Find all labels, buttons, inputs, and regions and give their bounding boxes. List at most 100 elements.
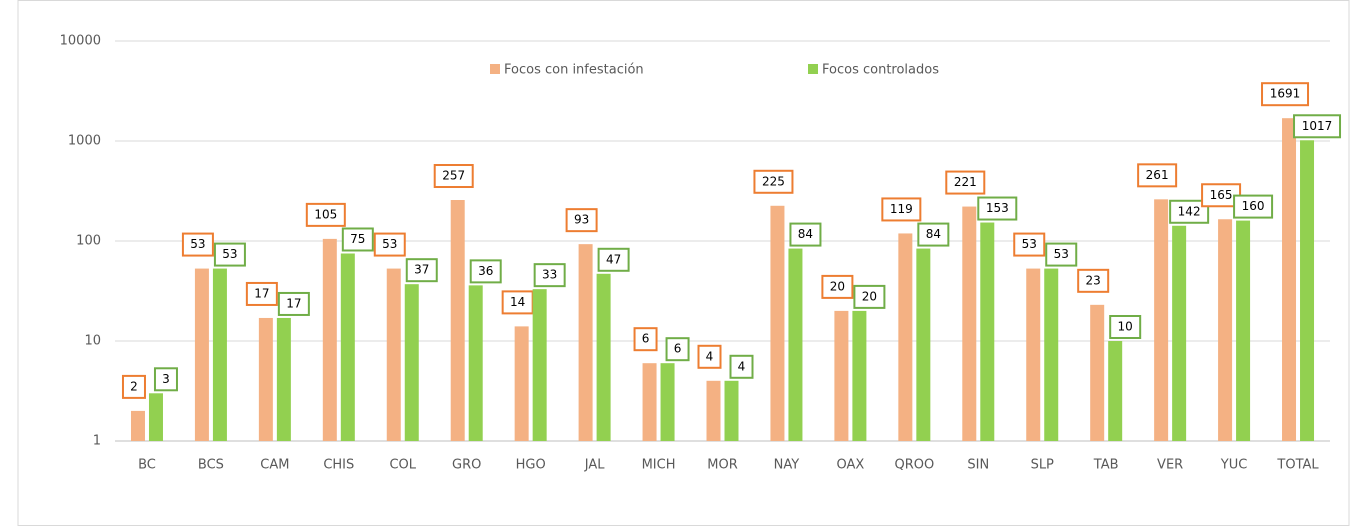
- data-label: 17: [286, 296, 301, 310]
- data-label: 33: [542, 268, 557, 282]
- bar: [1218, 219, 1233, 441]
- data-label-box: [853, 284, 886, 309]
- legend-swatch: [808, 64, 818, 74]
- data-label-box: [753, 169, 794, 194]
- bar: [596, 273, 611, 441]
- bar: [1236, 220, 1251, 441]
- data-label: 47: [606, 252, 621, 266]
- data-label: 225: [762, 174, 785, 188]
- bar: [962, 206, 977, 441]
- bar: [788, 248, 803, 441]
- x-tick-label: YUC: [1220, 458, 1248, 473]
- data-label-box: [633, 327, 658, 352]
- x-tick-label: MICH: [642, 458, 676, 473]
- bar: [322, 238, 337, 441]
- data-label-box: [977, 196, 1018, 221]
- data-label: 119: [890, 202, 913, 216]
- bar: [660, 363, 675, 441]
- data-label-box: [1261, 82, 1310, 107]
- data-label: 153: [986, 201, 1009, 215]
- x-tick-label: NAY: [774, 458, 800, 473]
- x-tick-label: TOTAL: [1276, 458, 1319, 473]
- y-tick-label: 1: [93, 434, 101, 449]
- data-label: 142: [1178, 204, 1201, 218]
- legend-label: Focos controlados: [822, 63, 939, 78]
- bar: [706, 380, 721, 441]
- x-tick-label: JAL: [584, 458, 605, 473]
- data-label: 84: [798, 227, 813, 241]
- bar: [852, 310, 867, 441]
- bar: [898, 233, 913, 441]
- data-label-box: [565, 208, 598, 233]
- data-label-box: [1013, 232, 1046, 257]
- data-label-box: [697, 344, 722, 369]
- data-label: 23: [1086, 273, 1101, 287]
- data-label-box: [945, 170, 986, 195]
- data-label-box: [373, 232, 406, 257]
- x-tick-label: CHIS: [323, 458, 354, 473]
- x-tick-label: OAX: [836, 458, 864, 473]
- y-tick-label: 10: [84, 334, 101, 349]
- data-label-box: [121, 374, 146, 399]
- data-label: 105: [314, 207, 337, 221]
- data-label-box: [433, 164, 474, 189]
- x-tick-label: MOR: [707, 458, 737, 473]
- data-label: 36: [478, 264, 493, 278]
- data-label-box: [1233, 194, 1274, 219]
- data-label-box: [729, 354, 754, 379]
- data-label-box: [533, 263, 566, 288]
- bar: [1172, 225, 1187, 441]
- data-label: 1691: [1270, 87, 1301, 101]
- bar: [130, 410, 145, 441]
- data-label: 257: [442, 169, 465, 183]
- y-tick-label: 10000: [60, 34, 101, 49]
- data-label: 20: [862, 289, 877, 303]
- data-label: 93: [574, 213, 589, 227]
- data-label: 6: [642, 332, 650, 346]
- x-tick-label: QROO: [894, 458, 934, 473]
- bar: [1090, 304, 1105, 441]
- bar: [532, 289, 547, 441]
- data-label: 3: [162, 372, 170, 386]
- x-tick-label: CAM: [260, 458, 289, 473]
- data-label: 53: [1054, 247, 1069, 261]
- legend-swatch: [490, 64, 500, 74]
- y-tick-label: 1000: [68, 134, 101, 149]
- bar: [340, 253, 355, 441]
- bar: [1044, 268, 1059, 441]
- data-label-box: [881, 197, 922, 222]
- bar: [148, 393, 163, 441]
- data-label: 6: [674, 342, 682, 356]
- bar: [276, 317, 291, 441]
- bar: [916, 248, 931, 441]
- bar: [404, 284, 419, 441]
- data-label: 4: [738, 359, 746, 373]
- bar: [578, 244, 593, 441]
- x-tick-label: SLP: [1031, 458, 1054, 473]
- bar: [450, 200, 465, 441]
- data-label-box: [305, 202, 346, 227]
- data-label-box: [469, 259, 502, 284]
- x-tick-label: TAB: [1093, 458, 1119, 473]
- data-label: 160: [1242, 199, 1265, 213]
- data-label-box: [1077, 268, 1110, 293]
- data-label: 75: [350, 232, 365, 246]
- y-tick-label: 100: [76, 234, 101, 249]
- data-label: 2: [130, 379, 138, 393]
- data-label-box: [405, 258, 438, 283]
- data-label-box: [917, 222, 950, 247]
- data-label-box: [277, 291, 310, 316]
- data-label: 53: [382, 237, 397, 251]
- data-label: 84: [926, 227, 941, 241]
- bar: [1026, 268, 1041, 441]
- data-label: 14: [510, 295, 525, 309]
- data-label: 4: [706, 349, 714, 363]
- bar: [386, 268, 401, 441]
- x-tick-label: GRO: [452, 458, 481, 473]
- bar: [724, 380, 739, 441]
- x-tick-label: BCS: [198, 458, 224, 473]
- bar: [770, 205, 785, 441]
- legend-label: Focos con infestación: [504, 63, 644, 78]
- bar: [1154, 199, 1169, 441]
- data-label-box: [181, 232, 214, 257]
